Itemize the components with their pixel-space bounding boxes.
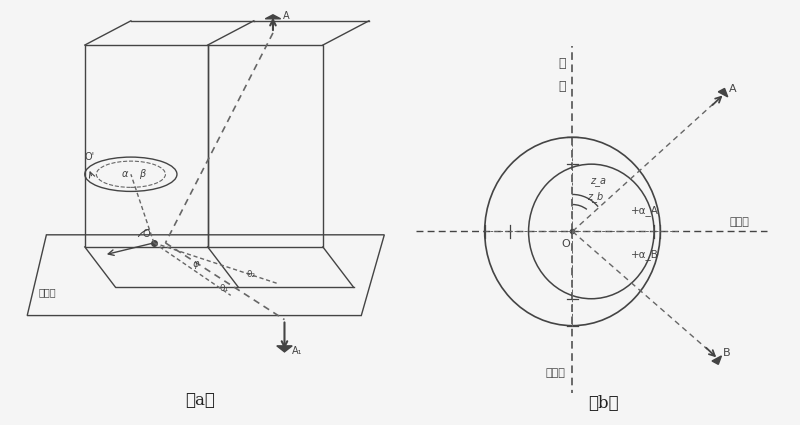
Text: θ₁: θ₁ [219, 284, 228, 293]
Text: φ: φ [192, 259, 198, 269]
Text: β: β [138, 170, 145, 179]
Text: A₁: A₁ [292, 346, 302, 356]
Polygon shape [718, 88, 728, 97]
Polygon shape [277, 346, 292, 352]
Polygon shape [266, 15, 281, 19]
Text: 顶: 顶 [558, 80, 566, 93]
Text: z_b: z_b [586, 192, 603, 202]
Text: O: O [562, 238, 570, 249]
Text: O: O [142, 229, 150, 239]
Text: A: A [282, 11, 289, 21]
Text: O': O' [85, 152, 95, 162]
Text: （b）: （b） [589, 394, 619, 411]
Text: B: B [723, 348, 730, 358]
Text: A: A [730, 84, 737, 94]
Text: +α_A: +α_A [630, 205, 658, 216]
Text: θ₂: θ₂ [246, 270, 255, 279]
Text: 水平线: 水平线 [730, 217, 749, 227]
Text: 水平面: 水平面 [38, 287, 56, 298]
Text: 铅垂线: 铅垂线 [546, 368, 566, 378]
Text: +α_B: +α_B [630, 249, 658, 260]
Polygon shape [712, 356, 722, 364]
Text: z_a: z_a [590, 176, 606, 186]
Text: α: α [122, 170, 128, 179]
Text: 天: 天 [558, 57, 566, 70]
Text: （a）: （a） [185, 392, 215, 409]
